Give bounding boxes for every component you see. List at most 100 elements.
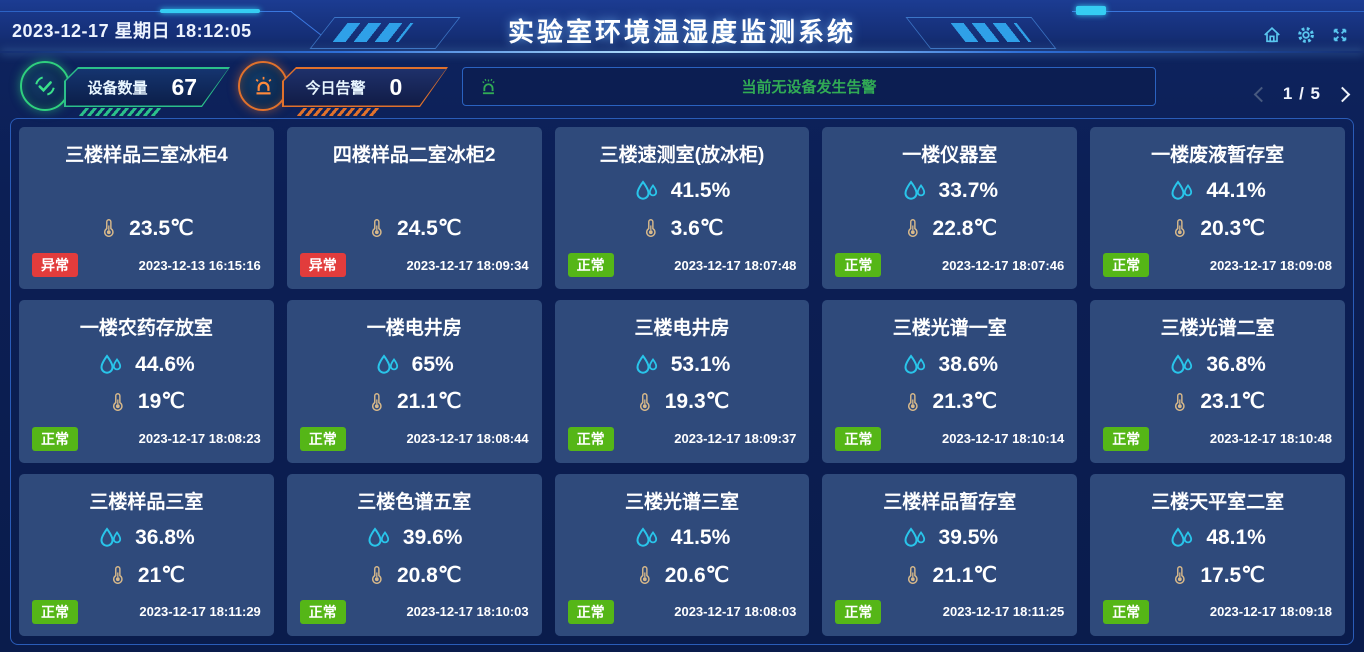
header-decor-cyan-segment bbox=[160, 9, 260, 13]
header-icons bbox=[1262, 25, 1350, 45]
room-name: 三楼样品三室冰柜4 bbox=[65, 145, 228, 166]
room-card[interactable]: 一楼仪器室 33.7% 22.8℃ 正常 2023-12-17 18:07: bbox=[822, 127, 1078, 290]
humidity-row: 65% bbox=[375, 353, 454, 377]
humidity-value: 48.1% bbox=[1206, 526, 1266, 550]
humidity-row: 39.6% bbox=[366, 526, 462, 550]
timestamp: 2023-12-17 18:08:03 bbox=[674, 604, 797, 620]
droplets-icon bbox=[368, 527, 390, 547]
thermometer-icon bbox=[1175, 392, 1185, 411]
next-page-button[interactable] bbox=[1334, 86, 1351, 102]
droplets-icon bbox=[636, 180, 657, 201]
room-name: 三楼光谱一室 bbox=[892, 318, 1007, 340]
status-badge: 正常 bbox=[835, 426, 882, 451]
room-card[interactable]: 三楼光谱三室 41.5% 20.6℃ 正常 2023-12-17 18:08 bbox=[554, 473, 810, 636]
header-divider bbox=[0, 51, 1364, 53]
room-name: 三楼样品暂存室 bbox=[883, 491, 1017, 513]
room-card[interactable]: 一楼电井房 65% 21.1℃ 正常 2023-12-17 18:08:44 bbox=[286, 300, 542, 463]
thermometer-icon bbox=[639, 566, 650, 584]
room-card[interactable]: 三楼天平室二室 48.1% 17.5℃ 正常 2023-12-17 18:0 bbox=[1090, 473, 1345, 636]
droplets-icon bbox=[100, 354, 122, 374]
room-card[interactable]: 一楼农药存放室 44.6% 19℃ 正常 2023-12-17 18:08: bbox=[19, 300, 274, 463]
pagination: 1 / 5 bbox=[1253, 84, 1351, 104]
temperature-row: 22.8℃ bbox=[903, 216, 997, 241]
room-card[interactable]: 四楼样品二室冰柜2 24.5℃ 异常 2023-12-17 18:09:3 bbox=[286, 127, 542, 290]
humidity-row: 41.5% bbox=[634, 179, 730, 203]
timestamp: 2023-12-17 18:11:29 bbox=[139, 604, 261, 620]
temperature-row: 20.3℃ bbox=[1170, 216, 1265, 241]
status-badge: 正常 bbox=[1103, 253, 1150, 278]
card-grid: 三楼样品三室冰柜4 23.5℃ 异常 2023-12-13 16:15:1 bbox=[19, 127, 1345, 636]
room-card[interactable]: 三楼样品暂存室 39.5% 21.1℃ 正常 2023-12-17 18:1 bbox=[822, 473, 1078, 636]
room-name: 一楼废液暂存室 bbox=[1151, 145, 1285, 166]
status-badge: 异常 bbox=[299, 253, 346, 278]
room-card[interactable]: 三楼光谱二室 36.8% 23.1℃ 正常 2023-12-17 18:10 bbox=[1090, 300, 1345, 463]
alarm-count-icon bbox=[238, 61, 288, 111]
status-badge: 正常 bbox=[1103, 599, 1150, 624]
humidity-value: 65% bbox=[411, 352, 454, 376]
room-name: 三楼天平室二室 bbox=[1151, 491, 1285, 513]
thermometer-icon bbox=[907, 219, 918, 238]
room-card[interactable]: 三楼色谱五室 39.6% 20.8℃ 正常 2023-12-17 18:10 bbox=[286, 473, 542, 636]
room-name: 一楼电井房 bbox=[366, 318, 462, 340]
gear-icon[interactable] bbox=[1296, 25, 1316, 45]
temperature-row: 21.3℃ bbox=[903, 389, 997, 414]
droplets-icon bbox=[1171, 527, 1193, 547]
humidity-row: 38.6% bbox=[902, 352, 999, 377]
temperature-row: 17.5℃ bbox=[1170, 563, 1265, 588]
thermometer-icon bbox=[907, 392, 918, 411]
room-card[interactable]: 三楼速测室(放冰柜) 41.5% 3.6℃ 正常 2023-12-17 18 bbox=[554, 127, 810, 290]
humidity-row: 36.8% bbox=[98, 526, 195, 550]
temperature-value: 21.1℃ bbox=[396, 390, 462, 414]
droplets-icon bbox=[636, 354, 657, 374]
timestamp: 2023-12-13 16:15:16 bbox=[138, 257, 261, 273]
page-title: 实验室环境温湿度监测系统 bbox=[507, 17, 856, 47]
status-badge: 正常 bbox=[835, 253, 882, 278]
timestamp: 2023-12-17 18:08:23 bbox=[138, 431, 261, 447]
fullscreen-icon[interactable] bbox=[1330, 25, 1350, 45]
room-card[interactable]: 三楼电井房 53.1% 19.3℃ 正常 2023-12-17 18:09: bbox=[554, 300, 810, 463]
temperature-value: 20.6℃ bbox=[664, 563, 730, 587]
thermometer-icon bbox=[112, 566, 123, 584]
temperature-row: 24.5℃ bbox=[367, 216, 461, 241]
timestamp: 2023-12-17 18:08:44 bbox=[406, 431, 529, 447]
room-name: 三楼色谱五室 bbox=[357, 491, 472, 513]
humidity-row: 44.6% bbox=[98, 353, 195, 377]
humidity-value: 53.1% bbox=[670, 352, 731, 376]
datetime-display: 2023-12-17 星期日 18:12:05 bbox=[12, 21, 252, 41]
alert-message: 当前无设备发生告警 bbox=[741, 79, 877, 96]
timestamp: 2023-12-17 18:10:14 bbox=[942, 431, 1065, 447]
timestamp: 2023-12-17 18:09:37 bbox=[674, 431, 797, 447]
room-name: 三楼光谱二室 bbox=[1160, 318, 1275, 340]
room-card[interactable]: 三楼光谱一室 38.6% 21.3℃ 正常 2023-12-17 18:10 bbox=[822, 300, 1078, 463]
status-badge: 异常 bbox=[32, 253, 78, 278]
temperature-row: 19℃ bbox=[108, 389, 185, 414]
status-badge: 正常 bbox=[32, 426, 78, 451]
room-name: 一楼仪器室 bbox=[902, 145, 998, 166]
status-badge: 正常 bbox=[567, 253, 614, 278]
room-card[interactable]: 三楼样品三室冰柜4 23.5℃ 异常 2023-12-13 16:15:1 bbox=[19, 127, 274, 290]
temperature-value: 3.6℃ bbox=[670, 216, 724, 240]
thermometer-icon bbox=[371, 392, 382, 411]
temperature-value: 23.1℃ bbox=[1200, 390, 1265, 414]
thermometer-icon bbox=[371, 566, 382, 584]
temperature-value: 20.3℃ bbox=[1200, 216, 1265, 240]
humidity-value: 39.5% bbox=[938, 526, 999, 550]
room-card[interactable]: 三楼样品三室 36.8% 21℃ 正常 2023-12-17 18:11:2 bbox=[19, 473, 274, 636]
temperature-value: 19.3℃ bbox=[664, 390, 730, 414]
temperature-value: 24.5℃ bbox=[396, 216, 462, 240]
temperature-value: 21.1℃ bbox=[932, 563, 998, 587]
thermometer-icon bbox=[104, 219, 114, 238]
status-badge: 正常 bbox=[32, 599, 78, 624]
humidity-row: 44.1% bbox=[1169, 179, 1266, 203]
home-icon[interactable] bbox=[1262, 25, 1282, 45]
thermometer-icon bbox=[639, 392, 650, 411]
status-badge: 正常 bbox=[567, 426, 614, 451]
temperature-row: 19.3℃ bbox=[635, 389, 729, 414]
humidity-value: 36.8% bbox=[1206, 352, 1266, 376]
prev-page-button[interactable] bbox=[1253, 86, 1270, 102]
droplets-icon bbox=[904, 354, 925, 374]
humidity-value: 38.6% bbox=[938, 352, 999, 376]
room-card[interactable]: 一楼废液暂存室 44.1% 20.3℃ 正常 2023-12-17 18:0 bbox=[1090, 127, 1345, 290]
temperature-value: 21.3℃ bbox=[932, 390, 998, 414]
